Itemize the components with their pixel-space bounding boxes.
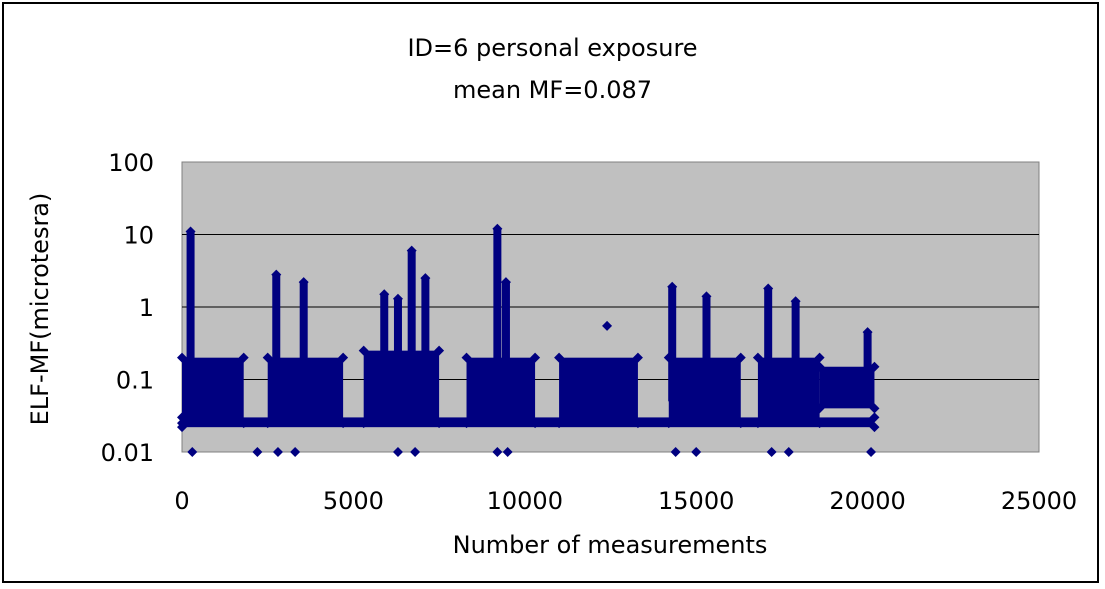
- data-band: [182, 417, 875, 428]
- data-point: [392, 293, 403, 304]
- data-point: [492, 223, 503, 234]
- y-axis-ticks: 0.01 0.1 1 10 100: [101, 149, 154, 467]
- data-points: [177, 223, 880, 457]
- data-point: [869, 361, 880, 372]
- data-point: [492, 447, 503, 457]
- data-point: [290, 447, 301, 457]
- data-point: [177, 412, 187, 423]
- data-point: [500, 277, 511, 288]
- data-point: [238, 352, 249, 363]
- data-point: [502, 447, 513, 457]
- data-spike: [272, 274, 281, 402]
- data-point: [752, 352, 763, 363]
- data-point: [530, 352, 541, 363]
- data-point: [298, 277, 309, 288]
- data-point: [461, 352, 472, 363]
- data-point: [434, 345, 445, 356]
- y-tick-label: 0.1: [116, 367, 154, 395]
- data-spike: [380, 294, 389, 402]
- data-spike: [393, 298, 402, 402]
- data-spike: [702, 296, 711, 402]
- y-tick-label: 100: [108, 149, 154, 177]
- data-point: [379, 289, 390, 300]
- data-point: [358, 345, 369, 356]
- x-tick-label: 25000: [1001, 487, 1077, 515]
- data-spike: [421, 278, 430, 402]
- data-point: [735, 352, 746, 363]
- data-point: [177, 352, 187, 363]
- x-tick-label: 20000: [829, 487, 905, 515]
- x-axis-ticks: 0 5000 10000 15000 20000 25000: [174, 487, 1077, 515]
- data-spike: [501, 282, 510, 402]
- data-point: [790, 296, 801, 307]
- y-tick-label: 10: [123, 222, 154, 250]
- data-spike: [668, 286, 677, 402]
- data-point: [602, 320, 613, 331]
- x-tick-label: 5000: [323, 487, 384, 515]
- data-point: [869, 412, 880, 423]
- data-point: [869, 403, 880, 414]
- chart-title: ID=6 personal exposure: [407, 34, 698, 62]
- data-point: [667, 281, 678, 292]
- x-tick-label: 0: [174, 487, 189, 515]
- data-spike: [493, 228, 502, 402]
- data-point: [670, 447, 681, 457]
- data-point: [632, 352, 643, 363]
- data-point: [262, 352, 273, 363]
- data-spike: [791, 301, 800, 402]
- data-point: [783, 447, 794, 457]
- data-point: [814, 403, 825, 414]
- data-point: [862, 327, 873, 338]
- x-tick-label: 10000: [487, 487, 563, 515]
- data-point: [392, 447, 403, 457]
- data-spike: [764, 288, 773, 402]
- data-point: [272, 447, 283, 457]
- x-tick-label: 15000: [658, 487, 734, 515]
- data-point: [252, 447, 263, 457]
- data-point: [701, 291, 712, 302]
- data-band: [559, 357, 638, 424]
- data-point: [869, 422, 880, 433]
- x-axis-label: Number of measurements: [453, 531, 768, 559]
- data-point: [814, 352, 825, 363]
- data-point: [763, 283, 774, 294]
- data-spike: [863, 332, 872, 402]
- data-point: [691, 447, 702, 457]
- data-point: [185, 226, 196, 237]
- data-point: [187, 447, 198, 457]
- data-point: [410, 447, 421, 457]
- y-tick-label: 0.01: [101, 439, 154, 467]
- data-point: [338, 352, 349, 363]
- data-point: [766, 447, 777, 457]
- data-spike: [186, 231, 195, 402]
- y-tick-label: 1: [139, 294, 154, 322]
- data-point: [814, 361, 825, 372]
- data-point: [420, 273, 431, 284]
- data-point: [177, 422, 187, 433]
- data-spike: [299, 282, 308, 402]
- data-point: [406, 245, 417, 256]
- data-point: [271, 269, 282, 280]
- data-spike: [407, 250, 416, 402]
- chart-subtitle: mean MF=0.087: [452, 76, 653, 104]
- data-point: [866, 447, 877, 457]
- y-axis-label: ELF-MF(microtesra): [26, 193, 54, 426]
- data-point: [554, 352, 565, 363]
